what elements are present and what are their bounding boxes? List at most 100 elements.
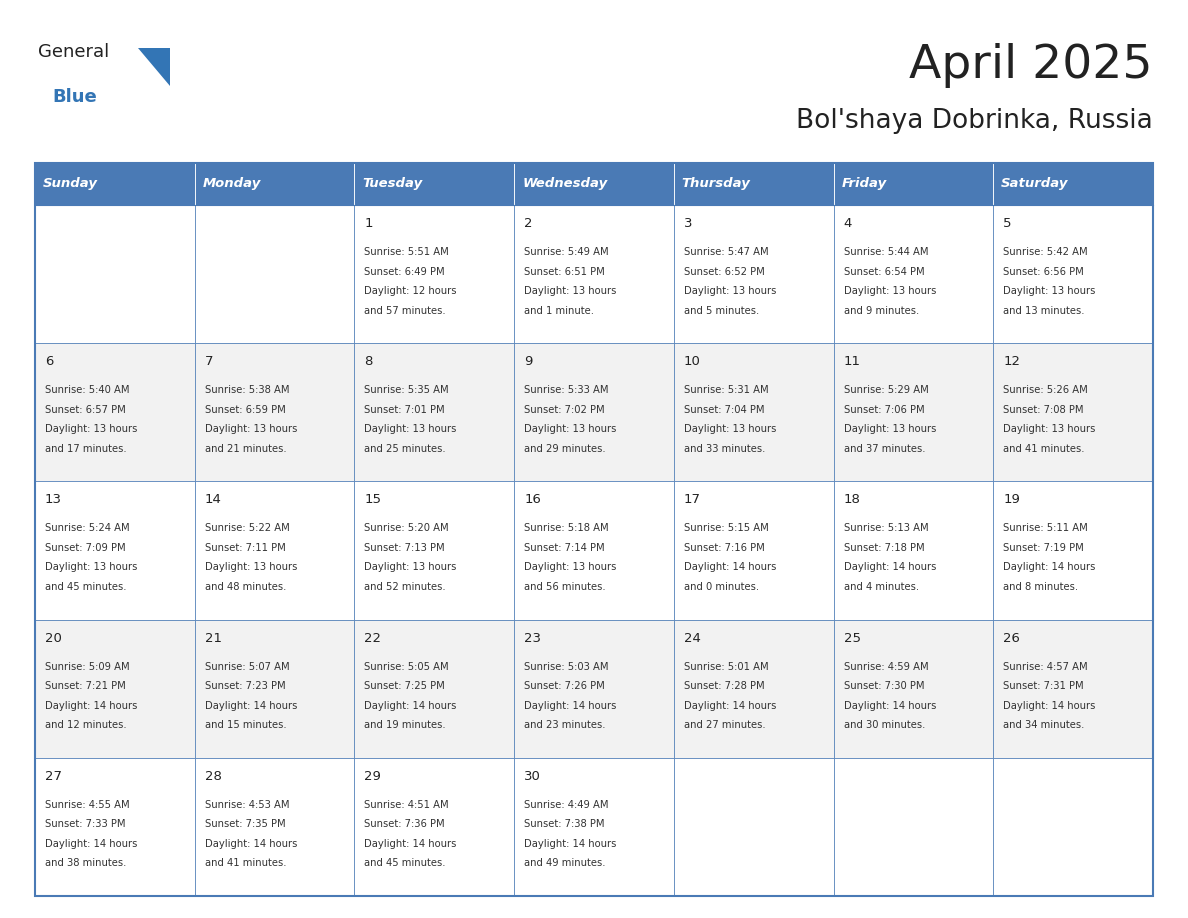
Text: 15: 15: [365, 493, 381, 507]
Bar: [354, 163, 514, 205]
Text: Thursday: Thursday: [682, 177, 751, 191]
Text: Daylight: 13 hours: Daylight: 13 hours: [1004, 286, 1095, 296]
Text: and 0 minutes.: and 0 minutes.: [684, 582, 759, 592]
Text: Daylight: 14 hours: Daylight: 14 hours: [204, 839, 297, 849]
Text: Daylight: 14 hours: Daylight: 14 hours: [45, 839, 138, 849]
Bar: [674, 205, 834, 343]
Bar: [514, 163, 674, 205]
Bar: [834, 163, 993, 205]
Text: and 29 minutes.: and 29 minutes.: [524, 443, 606, 453]
Text: 11: 11: [843, 355, 860, 368]
Bar: [674, 343, 834, 481]
Text: and 52 minutes.: and 52 minutes.: [365, 582, 446, 592]
Text: Wednesday: Wednesday: [523, 177, 607, 191]
Text: 16: 16: [524, 493, 541, 507]
Bar: [34, 163, 195, 205]
Text: Sunrise: 5:44 AM: Sunrise: 5:44 AM: [843, 247, 928, 257]
Text: 8: 8: [365, 355, 373, 368]
Bar: [674, 163, 834, 205]
Text: Friday: Friday: [841, 177, 886, 191]
Text: Saturday: Saturday: [1001, 177, 1069, 191]
Text: Daylight: 14 hours: Daylight: 14 hours: [365, 839, 457, 849]
Text: Daylight: 14 hours: Daylight: 14 hours: [1004, 700, 1095, 711]
Polygon shape: [138, 48, 170, 86]
Bar: [195, 343, 354, 481]
Text: and 9 minutes.: and 9 minutes.: [843, 306, 918, 316]
Bar: [195, 163, 354, 205]
Text: Sunset: 7:35 PM: Sunset: 7:35 PM: [204, 819, 285, 829]
Text: 14: 14: [204, 493, 222, 507]
Bar: [354, 757, 514, 896]
Bar: [34, 205, 195, 343]
Bar: [834, 757, 993, 896]
Text: 9: 9: [524, 355, 532, 368]
Text: 20: 20: [45, 632, 62, 644]
Text: 27: 27: [45, 770, 62, 783]
Text: Sunset: 7:13 PM: Sunset: 7:13 PM: [365, 543, 446, 553]
Bar: [993, 481, 1154, 620]
Text: Sunday: Sunday: [43, 177, 97, 191]
Text: 6: 6: [45, 355, 53, 368]
Text: Daylight: 14 hours: Daylight: 14 hours: [684, 700, 776, 711]
Text: Daylight: 13 hours: Daylight: 13 hours: [524, 424, 617, 434]
Text: Sunset: 7:06 PM: Sunset: 7:06 PM: [843, 405, 924, 415]
Text: and 41 minutes.: and 41 minutes.: [1004, 443, 1085, 453]
Text: Sunrise: 5:26 AM: Sunrise: 5:26 AM: [1004, 386, 1088, 396]
Text: Sunset: 7:14 PM: Sunset: 7:14 PM: [524, 543, 605, 553]
Text: and 34 minutes.: and 34 minutes.: [1004, 720, 1085, 730]
Text: Tuesday: Tuesday: [362, 177, 423, 191]
Bar: [674, 481, 834, 620]
Text: Sunrise: 4:49 AM: Sunrise: 4:49 AM: [524, 800, 608, 810]
Text: Sunset: 7:26 PM: Sunset: 7:26 PM: [524, 681, 605, 691]
Text: Sunset: 6:54 PM: Sunset: 6:54 PM: [843, 266, 924, 276]
Text: and 45 minutes.: and 45 minutes.: [365, 858, 446, 868]
Bar: [195, 205, 354, 343]
Bar: [34, 163, 1154, 896]
Text: Sunrise: 5:29 AM: Sunrise: 5:29 AM: [843, 386, 928, 396]
Text: 23: 23: [524, 632, 542, 644]
Bar: [195, 620, 354, 757]
Text: and 15 minutes.: and 15 minutes.: [204, 720, 286, 730]
Text: 26: 26: [1004, 632, 1020, 644]
Text: 3: 3: [684, 217, 693, 230]
Text: and 12 minutes.: and 12 minutes.: [45, 720, 127, 730]
Bar: [514, 343, 674, 481]
Bar: [993, 620, 1154, 757]
Text: April 2025: April 2025: [910, 43, 1154, 88]
Text: Sunset: 7:16 PM: Sunset: 7:16 PM: [684, 543, 765, 553]
Text: 10: 10: [684, 355, 701, 368]
Text: Sunset: 7:11 PM: Sunset: 7:11 PM: [204, 543, 285, 553]
Text: Sunrise: 5:24 AM: Sunrise: 5:24 AM: [45, 523, 129, 533]
Bar: [34, 757, 195, 896]
Text: Sunset: 7:30 PM: Sunset: 7:30 PM: [843, 681, 924, 691]
Bar: [993, 757, 1154, 896]
Text: and 57 minutes.: and 57 minutes.: [365, 306, 446, 316]
Text: and 19 minutes.: and 19 minutes.: [365, 720, 446, 730]
Text: Daylight: 13 hours: Daylight: 13 hours: [843, 424, 936, 434]
Text: Daylight: 13 hours: Daylight: 13 hours: [365, 563, 457, 573]
Bar: [514, 205, 674, 343]
Text: Sunset: 7:09 PM: Sunset: 7:09 PM: [45, 543, 126, 553]
Text: 12: 12: [1004, 355, 1020, 368]
Text: 29: 29: [365, 770, 381, 783]
Text: Sunset: 7:33 PM: Sunset: 7:33 PM: [45, 819, 126, 829]
Text: 18: 18: [843, 493, 860, 507]
Text: Sunset: 7:28 PM: Sunset: 7:28 PM: [684, 681, 765, 691]
Text: Daylight: 14 hours: Daylight: 14 hours: [524, 700, 617, 711]
Bar: [354, 620, 514, 757]
Text: Daylight: 14 hours: Daylight: 14 hours: [684, 563, 776, 573]
Text: 1: 1: [365, 217, 373, 230]
Bar: [195, 481, 354, 620]
Text: Sunrise: 5:35 AM: Sunrise: 5:35 AM: [365, 386, 449, 396]
Text: General: General: [38, 43, 109, 61]
Bar: [354, 343, 514, 481]
Text: Sunset: 6:59 PM: Sunset: 6:59 PM: [204, 405, 285, 415]
Text: Sunrise: 5:15 AM: Sunrise: 5:15 AM: [684, 523, 769, 533]
Text: and 37 minutes.: and 37 minutes.: [843, 443, 925, 453]
Text: and 48 minutes.: and 48 minutes.: [204, 582, 286, 592]
Text: Sunrise: 5:05 AM: Sunrise: 5:05 AM: [365, 662, 449, 672]
Text: Sunrise: 4:53 AM: Sunrise: 4:53 AM: [204, 800, 289, 810]
Text: Daylight: 14 hours: Daylight: 14 hours: [45, 700, 138, 711]
Text: Daylight: 13 hours: Daylight: 13 hours: [204, 563, 297, 573]
Text: Sunrise: 5:09 AM: Sunrise: 5:09 AM: [45, 662, 129, 672]
